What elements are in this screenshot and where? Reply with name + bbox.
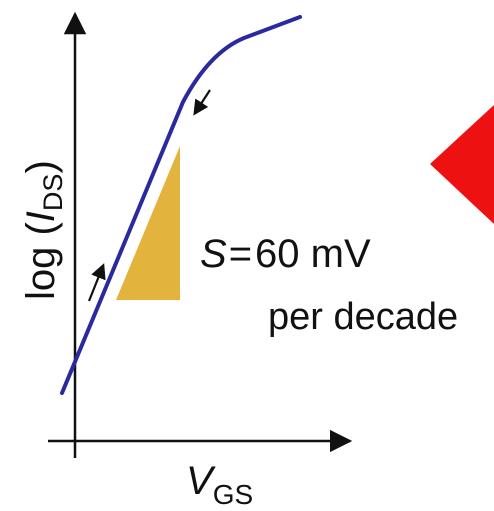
upward-direction-arrow [87, 263, 106, 302]
x-axis-label-subscript: GS [213, 479, 253, 510]
red-triangle-marker [430, 105, 494, 224]
downward-direction-arrow [193, 89, 211, 116]
transfer-curve [60, 15, 302, 395]
y-axis-label-prefix: log ( [19, 222, 63, 300]
slope-value: 60 mV [255, 232, 371, 276]
y-axis-label-subscript: DS [38, 174, 68, 212]
x-axis-label-var: V [186, 459, 216, 503]
x-axis-label: VGS [186, 459, 253, 510]
y-axis-label-var: I [19, 211, 63, 222]
slope-unit-line: per decade [268, 296, 458, 338]
slope-triangle [116, 146, 180, 300]
slope-equals: = [229, 232, 252, 276]
svg-text:S=60 mV: S=60 mV [200, 232, 371, 276]
y-axis-label: log (IDS) [19, 160, 68, 300]
y-axis-label-suffix: ) [19, 160, 63, 173]
slope-symbol: S [200, 232, 227, 276]
